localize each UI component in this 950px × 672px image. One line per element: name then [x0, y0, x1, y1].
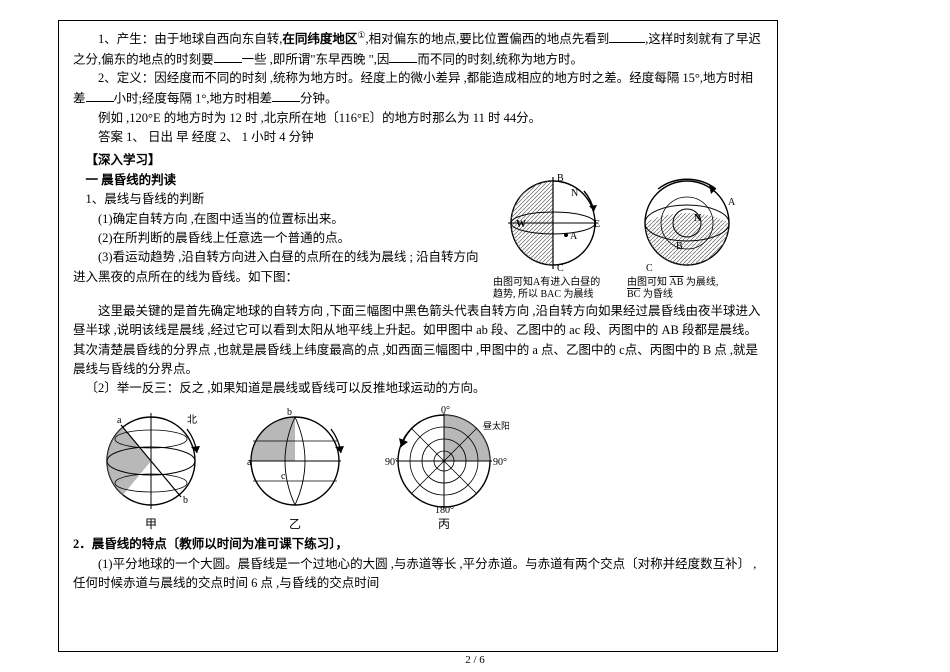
- document-body: 1、产生：由于地球自西向东自转,在同纬度地区①,相对偏东的地点,要比位置偏西的地…: [58, 20, 778, 652]
- p2-mid: 小时;经度每隔 1°,地方时相差: [114, 91, 272, 105]
- explanation-1: 这里最关键的是首先确定地球的自转方向 ,下面三幅图中黑色箭头代表自转方向 ,沿自…: [73, 302, 763, 380]
- diagram-1: B C E W N A 由图可知A有进入白昼的 趋势, 所以 BAC 为晨线: [493, 171, 613, 302]
- globe-jia: a b 北: [91, 405, 211, 515]
- svg-text:b: b: [287, 407, 292, 418]
- label-bing: 丙: [438, 515, 450, 534]
- answer-line: 答案 1、 日出 早 经度 2、 1 小时 4 分钟: [73, 128, 763, 147]
- svg-text:北: 北: [187, 414, 197, 426]
- globe-yi: b a c: [235, 405, 355, 515]
- blank-2: [214, 50, 242, 64]
- paragraph-1: 1、产生：由于地球自西向东自转,在同纬度地区①,相对偏东的地点,要比位置偏西的地…: [73, 29, 763, 69]
- blank-4: [86, 89, 114, 103]
- svg-text:N: N: [694, 213, 702, 224]
- svg-text:a: a: [247, 457, 252, 468]
- svg-text:E: E: [594, 219, 600, 230]
- p1-tail3: 而不同的时刻,统称为地方时。: [417, 52, 583, 66]
- dia2-l1b: AB: [670, 277, 684, 288]
- svg-text:C: C: [557, 263, 564, 274]
- p3-text: 例如 ,120°E 的地方时为 12 时 ,北京所在地〔116°E〕的地方时那么…: [98, 111, 541, 125]
- dia1-l2: 趋势, 所以 BAC 为晨线: [493, 289, 594, 300]
- svg-text:0°: 0°: [441, 405, 450, 416]
- diagram-group-bottom: a b 北 甲 b: [91, 405, 763, 534]
- diagram-jia: a b 北 甲: [91, 405, 211, 534]
- svg-text:a: a: [117, 415, 122, 426]
- section-deep-learning: 【深入学习】: [73, 151, 763, 170]
- p1-lead: 1、产生：由于地球自西向东自转,: [98, 32, 282, 46]
- p1-tail: ,相对偏东的地点,要比位置偏西的地点先看到: [365, 32, 609, 46]
- page-footer: 2 / 6: [0, 654, 950, 666]
- svg-text:90°: 90°: [493, 457, 507, 468]
- label-yi: 乙: [289, 515, 301, 534]
- svg-text:A: A: [728, 197, 736, 208]
- dia2-l2a: BC: [627, 289, 640, 300]
- paragraph-2: 2、定义：因经度而不同的时刻 ,统称为地方时。经度上的微小差异 ,都能造成相应的…: [73, 69, 763, 108]
- paragraph-3: 例如 ,120°E 的地方时为 12 时 ,北京所在地〔116°E〕的地方时那么…: [73, 109, 763, 128]
- globe-bing: 0° 90° 90° 180° 昼太阳: [379, 405, 509, 515]
- dia1-l1: 由图可知A有进入白昼的: [493, 277, 600, 288]
- globe-diagram-2: A B N C: [628, 171, 746, 275]
- diagram-2: A B N C 由图可知 AB 为晨线, BC 为昏线: [627, 171, 747, 302]
- svg-text:W: W: [516, 219, 526, 230]
- globe-diagram-1: B C E W N A: [494, 171, 612, 275]
- dia2-l1c: 为晨线,: [683, 277, 718, 288]
- answer-text: 答案 1、 日出 早 经度 2、 1 小时 4 分钟: [98, 130, 314, 144]
- svg-text:90°: 90°: [385, 457, 399, 468]
- diagram-group-top: B C E W N A 由图可知A有进入白昼的 趋势, 所以 BAC 为晨线: [493, 171, 763, 302]
- svg-text:B: B: [676, 241, 683, 252]
- label-jia: 甲: [145, 515, 157, 534]
- svg-text:A: A: [570, 231, 578, 242]
- svg-text:180°: 180°: [435, 505, 454, 515]
- blank-3: [389, 50, 417, 64]
- paragraph-last: (1)平分地球的一个大圆。晨昏线是一个过地心的大圆 ,与赤道等长 ,平分赤道。与…: [73, 555, 763, 594]
- svg-text:b: b: [183, 495, 188, 506]
- svg-text:昼太阳: 昼太阳: [483, 420, 509, 431]
- p2-tail: 分钟。: [300, 91, 338, 105]
- p1-tail2: 一些 ,即所谓"东早西晚 ",因: [242, 52, 390, 66]
- dia2-l1a: 由图可知: [627, 277, 670, 288]
- diagram-yi: b a c 乙: [235, 405, 355, 534]
- svg-text:N: N: [571, 188, 578, 199]
- svg-text:B: B: [557, 173, 564, 184]
- svg-text:C: C: [646, 263, 653, 274]
- diagram-2-caption: 由图可知 AB 为晨线, BC 为昏线: [627, 277, 747, 302]
- blank-1: [609, 30, 645, 44]
- p1-bold: 在同纬度地区: [282, 32, 357, 46]
- diagram-1-caption: 由图可知A有进入白昼的 趋势, 所以 BAC 为晨线: [493, 277, 613, 302]
- section-2-title: 2．晨昏线的特点〔教师以时间为准可课下练习〕，: [73, 535, 763, 554]
- diagram-bing: 0° 90° 90° 180° 昼太阳 丙: [379, 405, 509, 534]
- dia2-l2b: 为昏线: [640, 289, 673, 300]
- svg-text:c: c: [281, 471, 286, 482]
- blank-5: [272, 89, 300, 103]
- explanation-2: 〔2〕举一反三：反之 ,如果知道是晨线或昏线可以反推地球运动的方向。: [73, 379, 763, 398]
